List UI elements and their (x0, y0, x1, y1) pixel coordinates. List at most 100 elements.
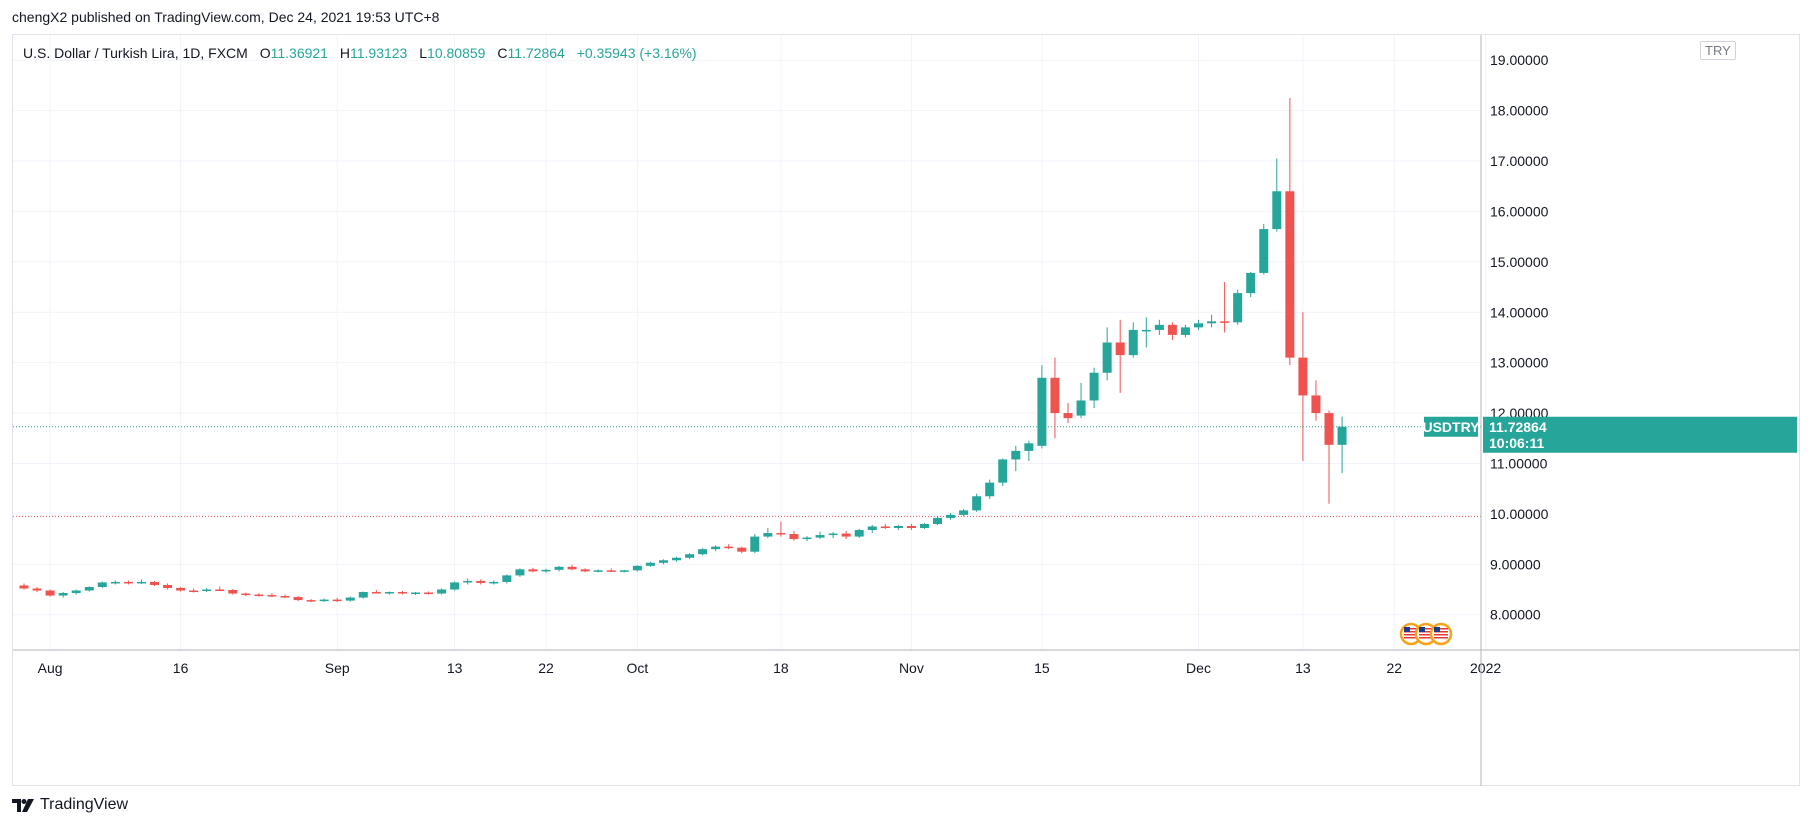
candle (685, 553, 695, 560)
last-price-value: 11.72864 (1489, 419, 1547, 435)
candle (672, 556, 681, 562)
candle (136, 579, 146, 584)
candle (841, 531, 851, 540)
candle-body (58, 593, 68, 596)
candle (19, 583, 29, 590)
candle (1324, 410, 1334, 504)
y-tick-label: 13.00000 (1490, 355, 1549, 371)
candle-body (1180, 327, 1190, 335)
high-value: 11.93123 (349, 45, 408, 61)
candle (1233, 289, 1243, 325)
x-tick-label: 2022 (1470, 660, 1501, 676)
candle (1180, 324, 1190, 338)
candle-body (1024, 443, 1034, 451)
candle (150, 580, 159, 586)
candle (332, 598, 342, 603)
last-price-countdown: 10:06:11 (1489, 435, 1544, 451)
candle (71, 589, 81, 595)
x-tick-label: 13 (1295, 660, 1311, 676)
candle-body (267, 595, 277, 597)
x-tick-label: Nov (899, 660, 924, 676)
footer-brand[interactable]: TradingView (12, 796, 128, 814)
y-tick-label: 11.00000 (1490, 455, 1548, 471)
candle-body (150, 581, 159, 585)
currency-badge[interactable]: TRY (1700, 41, 1736, 60)
candle-body (202, 589, 212, 592)
candle (437, 588, 447, 595)
candle (737, 546, 747, 554)
candle-body (933, 517, 942, 524)
candle (567, 564, 577, 571)
candle-body (332, 599, 342, 602)
candle-body (1063, 413, 1073, 419)
flag-stripe (1404, 634, 1418, 636)
candle-body (1141, 329, 1151, 332)
flag-stripe (1434, 628, 1448, 630)
candle-body (84, 586, 94, 591)
candle-body (450, 582, 460, 590)
close-key: C (497, 45, 508, 61)
candle-body (1128, 329, 1138, 356)
candle (658, 559, 668, 565)
flag-stripe (1434, 637, 1448, 639)
symbol-legend[interactable]: U.S. Dollar / Turkish Lira, 1D, FXCM O11… (23, 45, 697, 61)
y-tick-label: 18.00000 (1490, 103, 1549, 119)
candle-body (828, 533, 838, 536)
candle (176, 586, 186, 592)
candle (397, 591, 407, 595)
candle (45, 589, 55, 597)
candle-body (567, 566, 577, 570)
candle (776, 521, 786, 537)
flag-canton (1404, 627, 1410, 632)
candle-body (946, 514, 956, 518)
publisher-line: chengX2 published on TradingView.com, De… (12, 9, 440, 25)
candle (1076, 382, 1086, 419)
candle (554, 565, 564, 572)
flag-stripe (1434, 634, 1448, 636)
candle (933, 516, 942, 525)
candle-body (241, 593, 251, 596)
y-tick-label: 19.00000 (1490, 52, 1549, 68)
candle-body (176, 587, 186, 591)
candle-body (110, 581, 120, 584)
candle (163, 583, 173, 590)
candle-body (1089, 372, 1099, 401)
candle (476, 579, 486, 585)
chart-frame[interactable] (12, 34, 1800, 786)
candle (58, 592, 68, 598)
candle-body (437, 589, 447, 594)
candle (750, 534, 760, 554)
x-tick-label: Oct (626, 660, 648, 676)
candle (306, 599, 316, 603)
candle (946, 512, 956, 520)
candle-body (1011, 450, 1021, 460)
candle (528, 567, 538, 573)
candle (593, 569, 603, 573)
economic-events[interactable] (1399, 622, 1453, 646)
candle-body (319, 599, 329, 602)
candle-body (619, 570, 629, 572)
y-tick-label: 14.00000 (1490, 304, 1549, 320)
flag-canton (1434, 627, 1440, 632)
x-tick-label: Dec (1186, 660, 1211, 676)
candle-body (645, 562, 655, 566)
candle (202, 587, 212, 593)
candle (1037, 365, 1047, 449)
candle-body (254, 594, 264, 597)
us-flag-event-icon[interactable] (1429, 622, 1453, 646)
candle (254, 593, 264, 597)
candle-body (672, 557, 681, 561)
candle (450, 581, 460, 591)
candle-body (1337, 426, 1347, 445)
candle (1220, 282, 1230, 333)
candle-body (32, 588, 42, 591)
candle (1272, 158, 1282, 232)
close-value: 11.72864 (507, 45, 565, 61)
flag-stripe (1419, 634, 1433, 636)
candle-body (228, 590, 238, 594)
candle-body (411, 592, 420, 595)
candle-body (959, 510, 969, 515)
candle-body (1154, 324, 1164, 330)
